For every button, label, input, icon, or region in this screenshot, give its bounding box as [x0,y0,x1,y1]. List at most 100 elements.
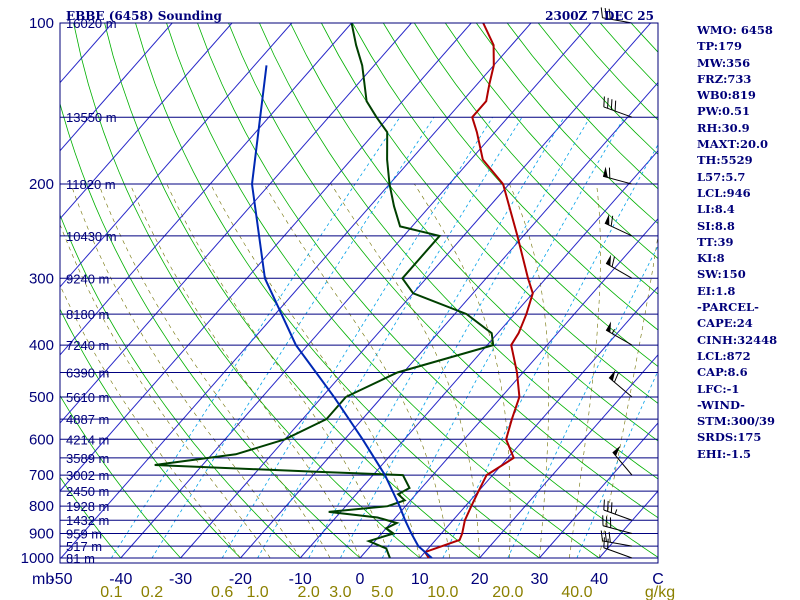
index-item: TP:179 [697,39,743,54]
wind-barb-feather [611,256,615,267]
wind-barb-staff [605,329,633,346]
height-tick-label: 6390 m [66,365,109,380]
wind-barb-pennant [606,254,612,266]
wind-barb-feather [610,502,613,513]
wind-barb-pennant [612,445,621,456]
index-item: CINH:32448 [697,332,778,347]
isotherm-line [60,23,412,424]
wind-barb-feather [607,97,609,109]
pressure-tick-label: 1000 [21,550,54,567]
pressure-tick-label: 200 [29,176,54,193]
moist-adiabat-line [60,223,271,559]
wind-barb-feather [603,499,605,511]
moist-adiabat-line [263,183,450,559]
height-tick-label: 10430 m [66,229,117,244]
isotherm-line [539,422,658,559]
index-item: FRZ:733 [697,71,752,86]
mixing-ratio-axis-labels: 0.1 0.2 0.6 1.0 2.0 3.0 5.0 10.0 20.0 40.0 g/kg [100,584,675,600]
mixing-ratio-tick-label: g/kg [645,584,675,600]
moist-adiabat-line [166,183,391,559]
temperature-tick-label: C [652,571,664,588]
dewpoint-profile [154,23,495,559]
wind-barb-feather [604,531,607,542]
wind-barb-staff [603,509,633,521]
index-item: PW:0.51 [697,104,751,119]
mixing-ratio-line [576,370,658,559]
index-item: SI:8.8 [697,218,735,233]
height-tick-label: 7240 m [66,338,109,353]
wind-barb-feather [600,530,603,541]
isotherm-line [299,149,658,559]
index-item: CAP:8.6 [697,365,748,380]
wind-barb-feather [614,100,617,112]
plot-frame [59,22,659,564]
pressure-axis-labels: 100 200 300 400 500 600 700 800 900 1000 [21,15,54,567]
isotherm-line [60,23,293,288]
wind-barb-staff [602,17,633,24]
chart-title: EBBE (6458) Sounding [66,9,222,23]
temperature-axis-labels: -50 -40 -30 -20 -10 0 10 20 30 40 C [49,571,663,588]
mixing-ratio-tick-label: 40.0 [561,584,592,600]
wind-barb-staff [602,175,633,185]
wind-barb [603,537,633,559]
wind-barb-pennant [606,321,612,333]
sounding-profiles [154,23,534,559]
wind-barb [600,530,633,547]
wind-barb-half-feather [611,329,616,334]
index-item: SRDS:175 [697,430,762,445]
index-item: -WIND- [697,397,745,412]
index-item: RH:30.9 [697,120,750,135]
wind-barb-feather [607,538,609,550]
wind-barb-half-feather [614,509,618,515]
height-tick-label: 1432 m [66,513,109,528]
isotherms [60,23,658,559]
temperature-tick-label: -10 [289,571,312,588]
height-tick-label: 517 m [66,539,102,554]
height-tick-label: 81 m [66,551,95,566]
wind-barb-feather [610,99,613,110]
dry-adiabats [60,23,658,559]
index-item: LFC:-1 [697,381,740,396]
wind-barb-pennant [603,166,608,178]
mixing-ratio-tick-label: 0.2 [141,584,163,600]
mixing-ratio-tick-label: 0.1 [100,584,122,600]
index-item: WB0:819 [697,88,756,103]
wind-barb [602,515,633,535]
temperature-tick-label: 40 [590,571,608,588]
mixing-ratio-line [507,245,658,559]
isotherm-line [60,23,233,220]
wind-barb [602,166,633,185]
sounding-indices-panel: WMO: 6458 TP:179 MW:356 FRZ:733 WB0:819 PW:0.… [697,22,797,462]
mixing-ratio-lines [111,116,658,559]
mixing-ratio-tick-label: 1.0 [246,584,268,600]
index-item: MAXT:20.0 [697,137,768,152]
mixing-ratio-line [221,116,493,559]
moist-adiabat-line [414,183,511,559]
temperature-tick-label: 30 [531,571,549,588]
height-tick-label: 3002 m [66,468,109,483]
dry-adiabat-line [60,213,301,559]
temperature-tick-label: -20 [229,571,252,588]
isotherm-line [180,23,651,559]
temperature-tick-label: -50 [49,571,72,588]
index-item: LCL:946 [697,185,751,200]
index-item: STM:300/39 [697,414,776,429]
isotherm-line [359,218,658,559]
wind-barb-feather [604,8,607,19]
isotherm-line [240,81,658,559]
height-tick-label: 959 m [66,527,102,542]
temperature-tick-label: -40 [109,571,132,588]
index-item: -PARCEL- [697,300,759,315]
mixing-ratio-line [111,116,401,559]
wind-barb-feather [600,7,603,18]
dry-adiabat-line [166,23,600,559]
wind-barb-feather [608,8,611,20]
moist-adiabat-line [330,183,480,559]
height-tick-label: 9240 m [66,271,109,286]
mixing-ratio-tick-label: 3.0 [329,584,351,600]
moist-adiabat-line [598,233,658,559]
index-item: EI:1.8 [697,283,736,298]
index-item: LI:8.4 [697,202,735,217]
isotherm-line [60,23,352,356]
